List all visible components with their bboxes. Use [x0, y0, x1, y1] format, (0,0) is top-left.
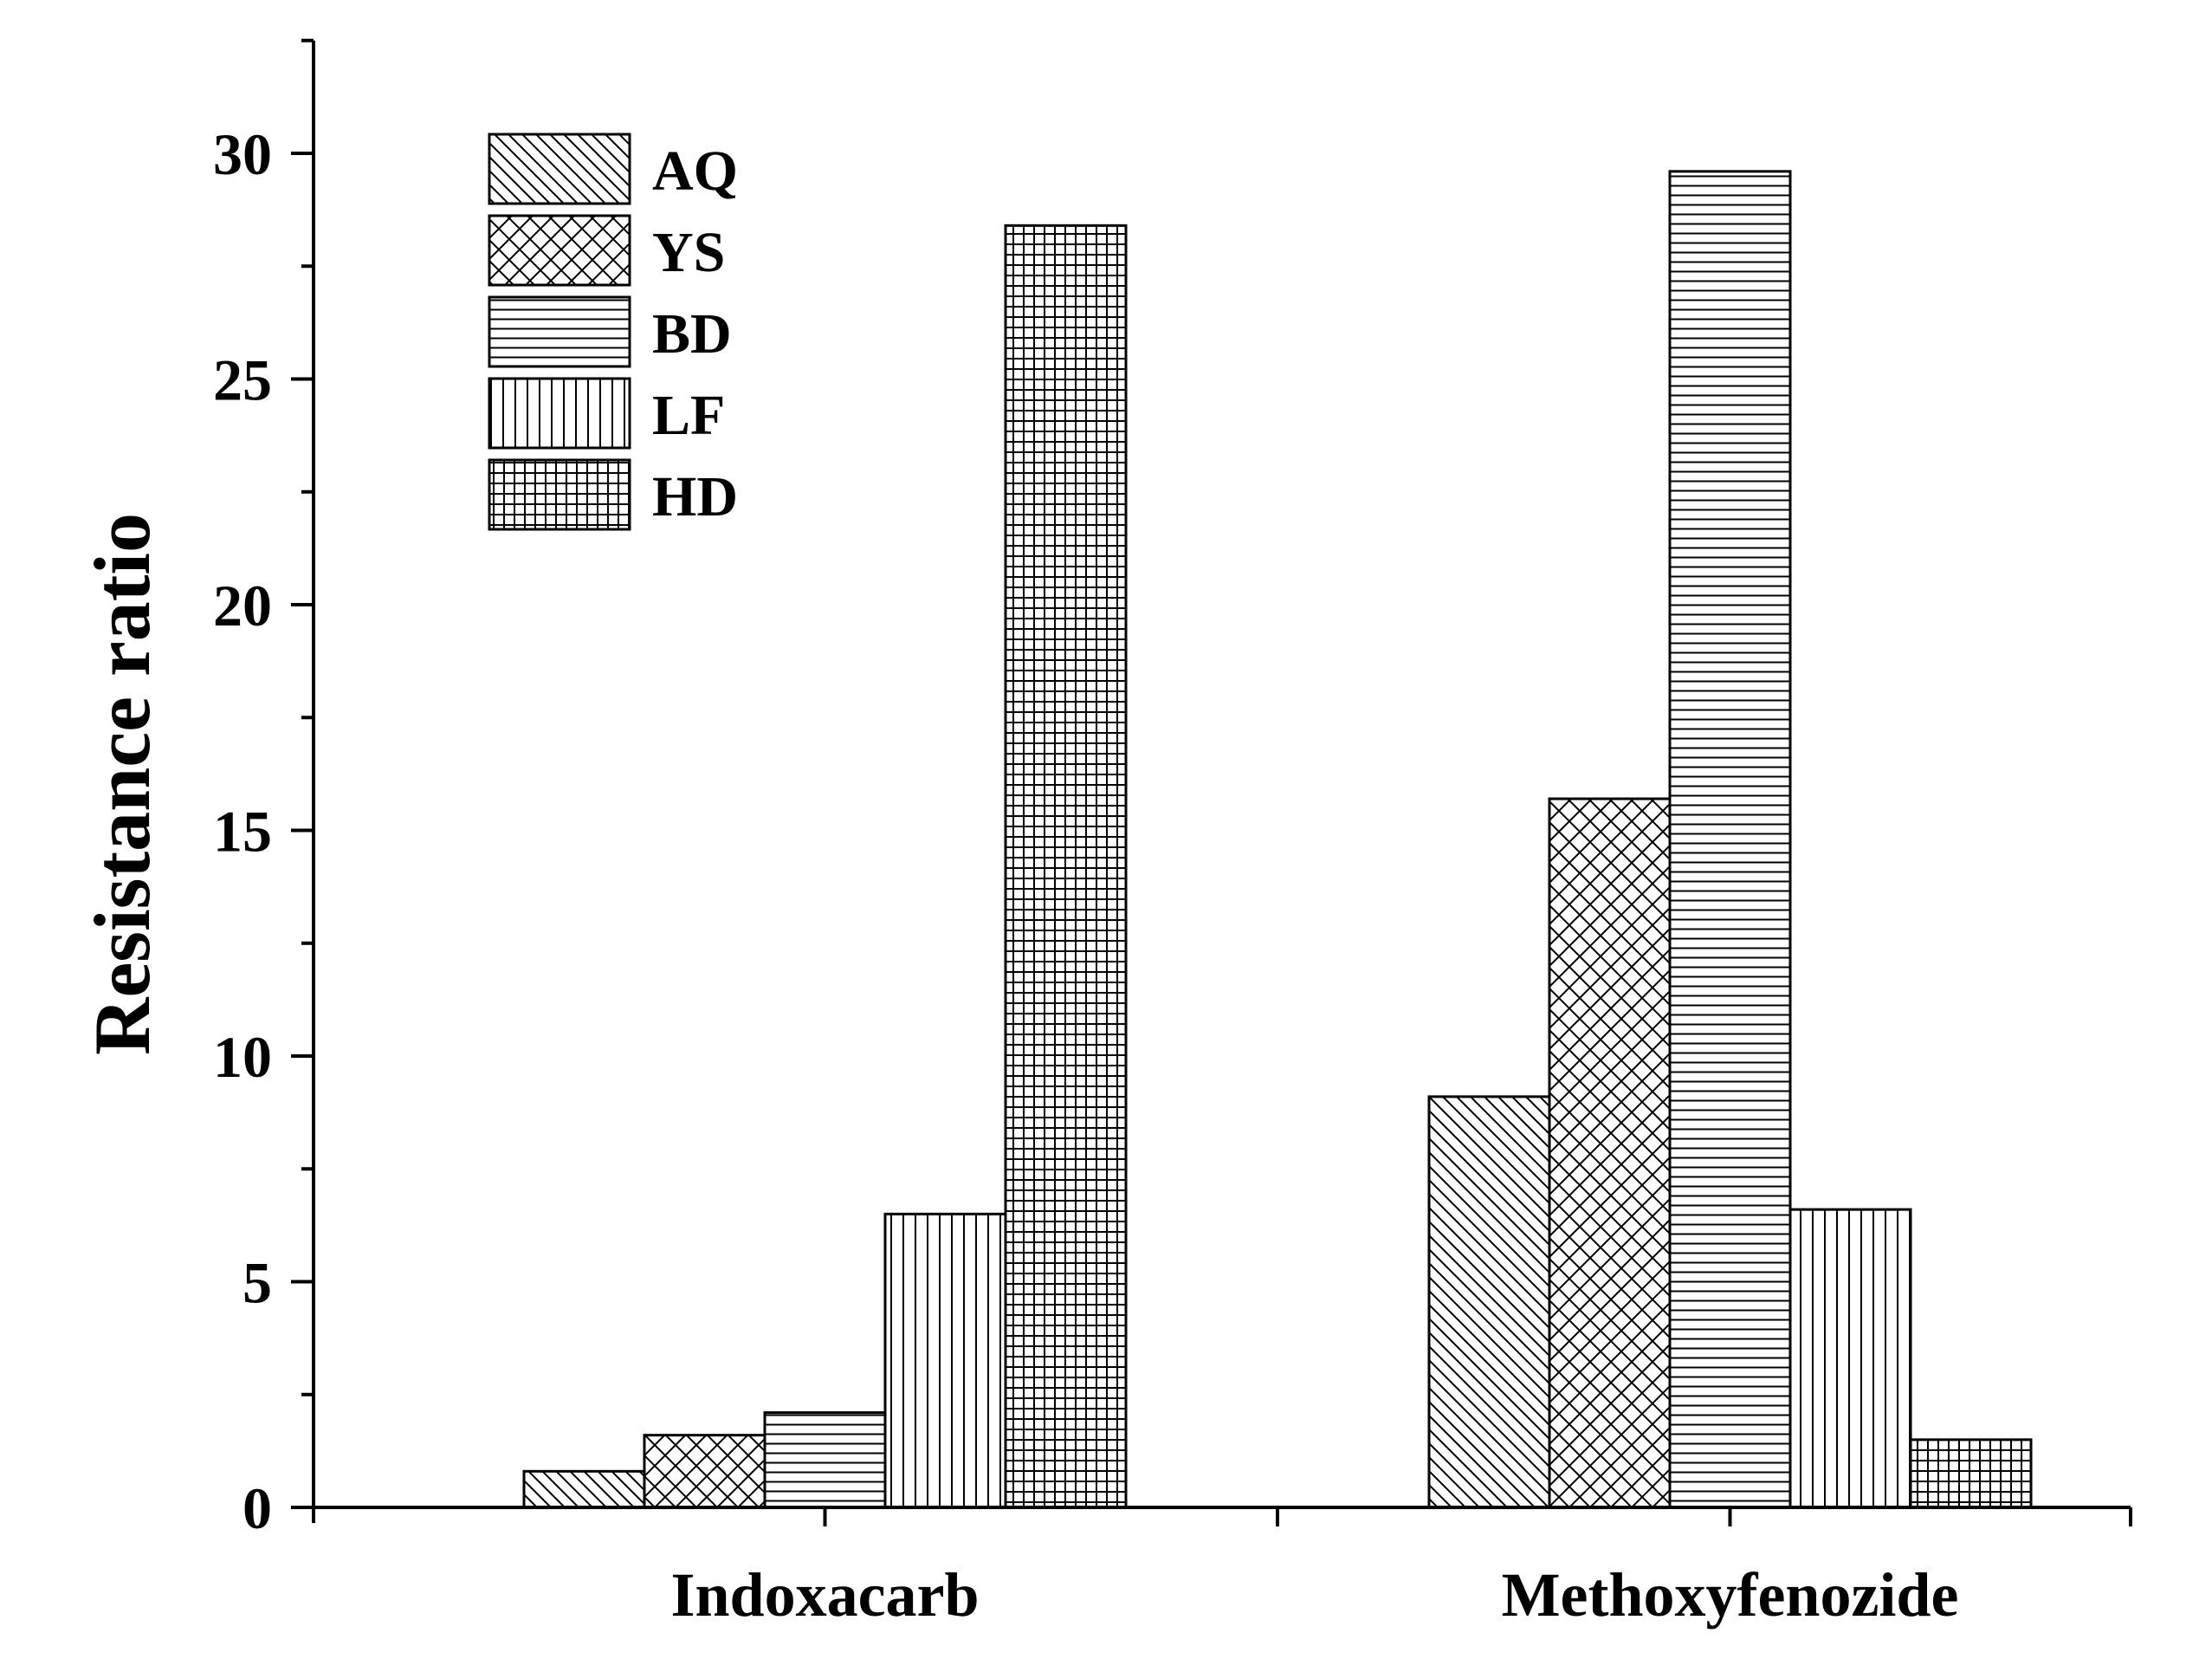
bar-ys-indoxacarb [643, 1434, 766, 1509]
legend-swatch-aq [488, 133, 631, 205]
bar-hd-indoxacarb [1004, 224, 1128, 1509]
y-axis-label: Resistance ratio [78, 513, 166, 1055]
x-tick-labels: Indoxacarb Methoxyfenozide [670, 1560, 1958, 1630]
y-tick-label: 5 [243, 1250, 272, 1316]
legend-swatch-lf [488, 377, 631, 450]
legend-label-hd: HD [652, 465, 738, 528]
legend-label-bd: BD [652, 302, 732, 366]
bar-lf-indoxacarb [883, 1212, 1007, 1509]
axes [312, 40, 2132, 1526]
bar-bd-indoxacarb [763, 1411, 887, 1509]
bar-lf-methoxyfenozide [1788, 1208, 1912, 1509]
legend: AQ YS BD LF HD [488, 133, 738, 531]
legend-label-aq: AQ [652, 139, 738, 203]
x-tick-label-methoxyfenozide: Methoxyfenozide [1502, 1560, 1959, 1630]
bar-aq-methoxyfenozide [1427, 1095, 1551, 1509]
y-tick-label: 20 [213, 573, 272, 638]
legend-label-lf: LF [652, 384, 725, 447]
y-tick-label: 25 [213, 347, 272, 413]
bar-hd-methoxyfenozide [1909, 1438, 2033, 1509]
bar-ys-methoxyfenozide [1548, 797, 1672, 1509]
y-tick-label: 0 [243, 1475, 272, 1541]
legend-swatch-hd [488, 458, 631, 531]
y-tick-label: 15 [213, 799, 272, 865]
legend-swatch-ys [488, 214, 631, 287]
bars [522, 170, 2033, 1509]
x-tick-label-indoxacarb: Indoxacarb [670, 1560, 979, 1630]
legend-swatch-bd [488, 295, 631, 368]
legend-label-ys: YS [652, 221, 725, 284]
y-tick-label: 10 [213, 1024, 272, 1090]
y-tick-label: 30 [213, 121, 272, 187]
y-ticks: 0 5 10 15 20 25 30 [213, 38, 314, 1541]
bar-aq-indoxacarb [522, 1469, 646, 1509]
bar-bd-methoxyfenozide [1668, 170, 1792, 1509]
